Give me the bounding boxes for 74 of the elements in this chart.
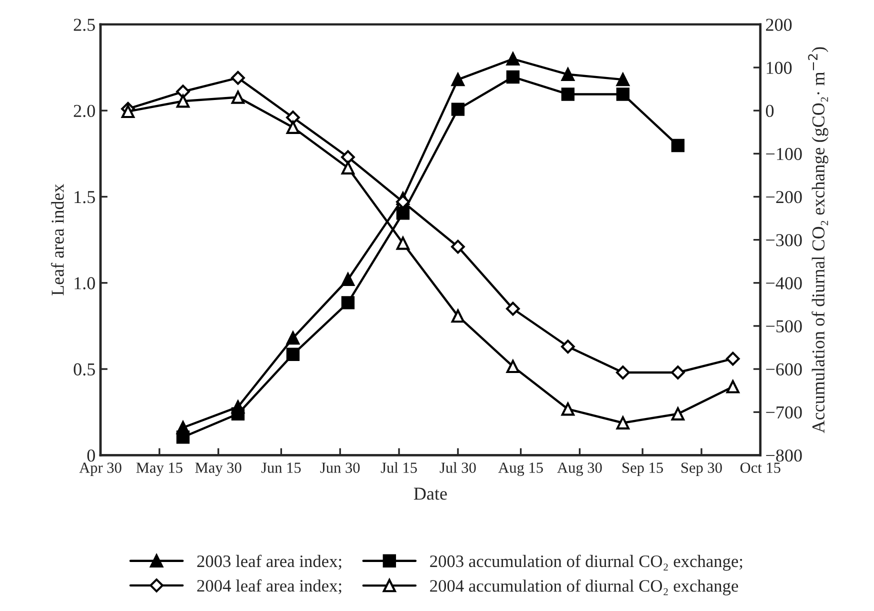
y2-tick-label: −400 [766, 277, 802, 290]
y2-tick-label: −100 [766, 148, 802, 160]
point [506, 70, 520, 84]
point [506, 52, 520, 66]
x-tick-label: Sep 30 [681, 462, 722, 476]
y2-tick-label: −300 [766, 234, 802, 246]
x-tick-label: Jun 15 [261, 462, 301, 473]
y-tick-label: 2.5 [74, 18, 95, 31]
point [451, 309, 465, 323]
y-tick-label: 0 [87, 449, 95, 462]
point [341, 161, 355, 174]
x-tick-label: Jul 15 [380, 462, 417, 473]
point [671, 407, 684, 420]
point [286, 331, 300, 345]
x-tick-label: Jun 30 [320, 462, 360, 473]
point [616, 72, 630, 86]
point [286, 348, 300, 361]
point [231, 90, 245, 104]
point [341, 150, 355, 164]
point [506, 360, 520, 374]
legend-label: 2004 leaf area index; [197, 579, 342, 594]
point [451, 102, 465, 116]
y-tick-label: 2.0 [74, 104, 95, 118]
point [561, 88, 575, 101]
point [616, 416, 630, 430]
legend-label: 2003 leaf area index; [197, 554, 342, 570]
y-axis-title: Leaf area index [50, 184, 64, 296]
point [670, 366, 685, 380]
y2-axis-title: Accumulation of diurnal CO₂ exchange (gCO₂· m$^{−2}$) [808, 47, 828, 434]
x-tick-label: May 30 [195, 462, 242, 476]
y2-tick-label: −700 [766, 406, 802, 419]
point [671, 138, 684, 152]
point [231, 70, 245, 85]
legend-label: 2004 accumulation of diurnal CO₂ exchange [430, 579, 738, 596]
point [616, 88, 630, 101]
point [726, 380, 740, 394]
point [176, 430, 190, 444]
x-tick-label: Jul 30 [440, 462, 476, 473]
point [121, 104, 135, 118]
point [341, 272, 355, 286]
point [560, 340, 575, 354]
y-tick-label: 0.5 [74, 363, 95, 376]
y-tick-label: 1.5 [74, 191, 95, 204]
point [451, 240, 465, 254]
point [451, 72, 465, 86]
point [396, 206, 410, 220]
x-axis-title: Date [414, 488, 447, 500]
x-tick-label: Sep 15 [622, 462, 663, 476]
y2-tick-label: 0 [766, 104, 774, 118]
point [341, 296, 355, 310]
y2-tick-label: −600 [766, 363, 802, 376]
point [286, 110, 300, 124]
point [506, 302, 520, 316]
point [561, 68, 575, 82]
y2-tick-label: 100 [766, 62, 792, 74]
x-tick-label: Aug 30 [557, 462, 602, 476]
point [616, 366, 630, 380]
legend-label: 2003 accumulation of diurnal CO₂ exchange; [430, 554, 742, 571]
x-tick-label: May 15 [136, 462, 182, 476]
y2-tick-label: 200 [766, 18, 792, 31]
point [561, 402, 575, 416]
y2-tick-label: −200 [766, 191, 802, 204]
y-tick-label: 1.0 [74, 277, 95, 290]
point [176, 94, 190, 108]
point [176, 84, 190, 99]
point [286, 120, 300, 134]
x-tick-label: Oct 15 [740, 462, 780, 473]
point [396, 236, 410, 250]
y2-tick-label: −500 [766, 320, 802, 332]
point [726, 352, 740, 366]
x-tick-label: Apr 30 [79, 462, 122, 476]
point [231, 407, 245, 420]
y2-tick-label: −800 [766, 449, 802, 462]
x-tick-label: Aug 15 [498, 462, 543, 476]
